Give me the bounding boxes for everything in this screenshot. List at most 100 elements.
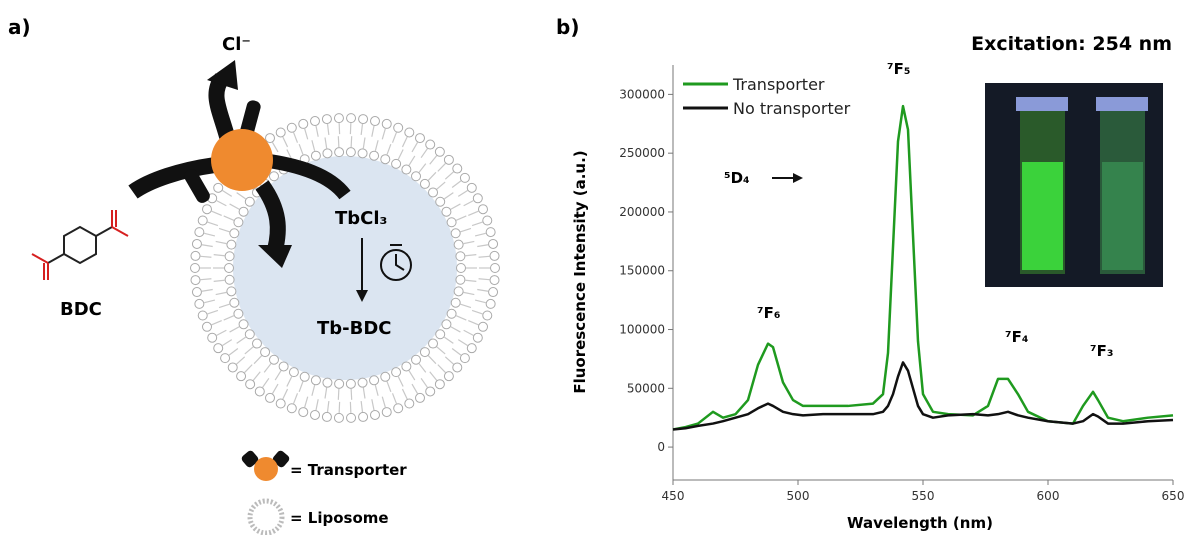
lipid-head (394, 123, 403, 132)
lipid-head (255, 387, 264, 396)
panel-label: b) (556, 15, 579, 39)
lipid-head (426, 387, 435, 396)
lipid-tail (328, 124, 329, 135)
lipid-head (208, 333, 217, 342)
lipid-tail (438, 365, 446, 373)
cuvette-cap (1096, 97, 1148, 111)
lipid-tail (207, 310, 217, 313)
lipid-head (359, 412, 368, 421)
lipid-head (381, 372, 390, 381)
lipid-tail (229, 348, 238, 355)
lipid-head (234, 309, 243, 318)
lipid-head (486, 299, 495, 308)
lipid-tail (409, 371, 415, 380)
lipid-tail (316, 126, 318, 137)
x-tick-label: 450 (662, 489, 685, 503)
lipid-head (444, 155, 453, 164)
annotation: ⁷F₅ (887, 60, 910, 78)
lipid-head (436, 197, 445, 206)
lipid-tail (207, 222, 217, 225)
lipid-tail (351, 389, 352, 400)
y-tick-label: 0 (657, 440, 665, 454)
lipid-head (191, 251, 200, 260)
lipid-head (451, 298, 460, 307)
lipid-tail (398, 149, 403, 159)
lipid-tail (338, 389, 339, 400)
lipid-tail (219, 228, 229, 231)
lipid-tail (412, 384, 418, 394)
lipid-head (478, 322, 487, 331)
lipid-tail (305, 129, 308, 140)
lipid-head (451, 229, 460, 238)
lipid-tail (204, 233, 215, 236)
lipid-head (467, 344, 476, 353)
lipid-head (195, 299, 204, 308)
lipid-tail (437, 347, 445, 354)
lipid-head (192, 288, 201, 297)
lipid-head (489, 239, 498, 248)
lipid-head (435, 147, 444, 156)
lipid-head (420, 179, 429, 188)
y-tick-label: 150000 (619, 264, 665, 278)
lipid-tail (445, 172, 453, 179)
arrow-head (793, 173, 803, 183)
lipid-head (347, 114, 356, 123)
lipid-head (392, 159, 401, 168)
lipid-tail (464, 241, 475, 243)
lipid-head (453, 164, 462, 173)
lipid-tail (224, 216, 234, 220)
lipid-tail (202, 289, 213, 291)
lipid-tail (230, 204, 240, 209)
lipid-tail (375, 385, 378, 396)
transporter-arm (216, 78, 228, 140)
lipid-head (442, 207, 451, 216)
lipid-head (225, 252, 234, 261)
lipid-head (346, 379, 355, 388)
lipid-head (457, 264, 466, 273)
lipid-tail (372, 399, 374, 410)
lipid-head (234, 218, 243, 227)
lipid-head (191, 276, 200, 285)
lipid-head (394, 404, 403, 413)
legend-label: Transporter (732, 75, 825, 94)
lipid-tail (217, 330, 227, 335)
lipid-tail (475, 233, 486, 236)
annotation: ⁷F₆ (757, 304, 780, 322)
lipid-tail (312, 385, 315, 396)
y-tick-label: 100000 (619, 323, 665, 337)
lipid-head (198, 216, 207, 225)
lipid-tail (479, 279, 490, 280)
lipid-head (246, 380, 255, 389)
legend-label: = Transporter (290, 461, 407, 479)
lipid-tail (338, 136, 339, 147)
lipid-tail (437, 182, 445, 189)
lipid-head (486, 228, 495, 237)
lipid-head (456, 252, 465, 261)
lipid-head (245, 330, 254, 339)
lipid-tail (224, 316, 234, 320)
lipid-head (287, 123, 296, 132)
lipid-tail (253, 372, 260, 381)
lipid-tail (325, 138, 327, 149)
molecule-label: BDC (60, 299, 102, 320)
lipid-tail (283, 137, 288, 147)
lipid-head (429, 339, 438, 348)
lipid-tail (273, 384, 279, 394)
lipid-head (227, 287, 236, 296)
lipid-head (381, 155, 390, 164)
lipid-head (299, 119, 308, 128)
lipid-head (230, 229, 239, 238)
lipid-tail (458, 191, 467, 197)
lipid-tail (460, 228, 470, 231)
lipid-head (335, 148, 344, 157)
lipid-tail (398, 377, 403, 387)
y-axis-label: Fluorescence Intensity (a.u.) (571, 150, 589, 393)
lipid-tail (245, 347, 253, 354)
lipid-tail (393, 393, 397, 403)
lipid-tail (204, 300, 215, 303)
lipid-head (447, 218, 456, 227)
lipid-tail (305, 397, 308, 408)
lipid-head (359, 115, 368, 124)
lipid-tail (363, 138, 365, 149)
